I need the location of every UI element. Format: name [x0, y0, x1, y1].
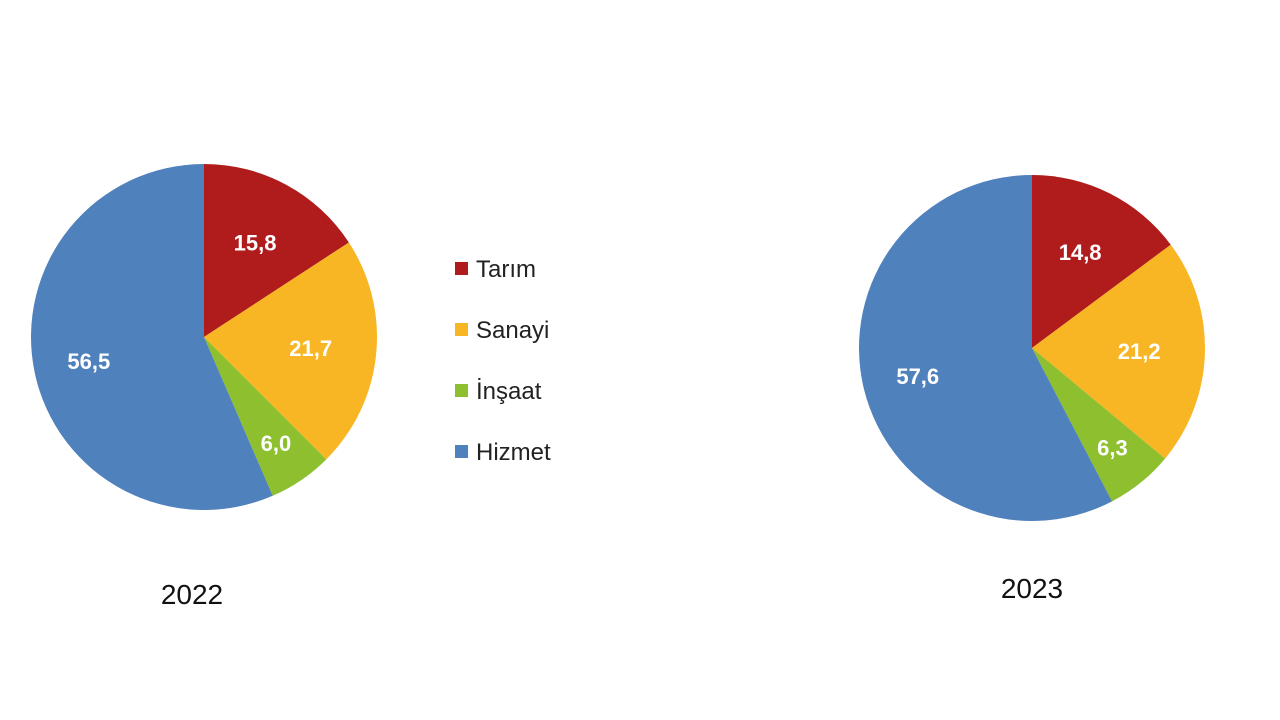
slice-label-sanayi-2022: 21,7: [289, 336, 332, 361]
slice-label-sanayi-2023: 21,2: [1118, 339, 1161, 364]
slice-label-tarim-2022: 15,8: [234, 231, 277, 256]
pie-chart-2023: 14,8 21,2 6,3 57,6: [859, 175, 1205, 521]
legend: Tarım Sanayi İnşaat Hizmet: [455, 256, 551, 466]
pie-slice-hizmet-2023: [859, 175, 1113, 521]
legend-label-hizmet: Hizmet: [476, 439, 551, 466]
pie-slice-tarim-2022: [204, 164, 349, 337]
legend-swatch-insaat: [455, 384, 468, 397]
legend-item-insaat: İnşaat: [455, 378, 542, 405]
legend-label-tarim: Tarım: [476, 256, 536, 283]
legend-item-sanayi: Sanayi: [455, 317, 549, 344]
legend-label-sanayi: Sanayi: [476, 317, 549, 344]
slice-label-hizmet-2022: 56,5: [67, 349, 110, 374]
year-label-2023: 2023: [1001, 573, 1063, 604]
legend-swatch-sanayi: [455, 323, 468, 336]
legend-swatch-hizmet: [455, 445, 468, 458]
slice-label-tarim-2023: 14,8: [1059, 240, 1102, 265]
legend-label-insaat: İnşaat: [476, 378, 542, 405]
legend-item-hizmet: Hizmet: [455, 439, 551, 466]
pie-slice-insaat-2022: [204, 337, 327, 496]
pie-slice-hizmet-2022: [31, 163, 273, 510]
pie-slice-sanayi-2022: [204, 242, 377, 460]
legend-item-tarim: Tarım: [455, 256, 536, 283]
pie-slice-tarim-2023: [1032, 175, 1171, 348]
pie-slice-insaat-2023: [1032, 348, 1166, 502]
slice-label-insaat-2022: 6,0: [261, 431, 292, 456]
slice-label-hizmet-2023: 57,6: [896, 364, 939, 389]
legend-swatch-tarim: [455, 262, 468, 275]
pie-slice-sanayi-2023: [1032, 244, 1205, 459]
year-label-2022: 2022: [161, 579, 223, 610]
pie-chart-2022: 15,8 21,7 6,0 56,5: [31, 163, 377, 510]
slice-label-insaat-2023: 6,3: [1097, 436, 1128, 461]
